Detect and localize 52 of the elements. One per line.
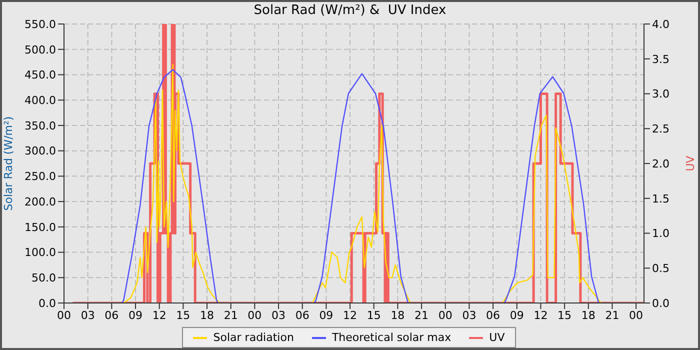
x-tick-label: 12 (343, 308, 358, 322)
y-tick-label: 100.0 (24, 246, 56, 260)
y2-tick-label: 0.5 (652, 262, 670, 276)
x-tick-label: 03 (80, 308, 95, 322)
x-tick-label: 00 (248, 308, 262, 322)
x-tick-label: 03 (272, 308, 286, 322)
x-tick-label: 18 (390, 308, 405, 322)
y-tick-label: 150.0 (24, 220, 56, 234)
x-tick-label: 12 (152, 308, 166, 322)
y2-tick-label: 2.0 (652, 157, 670, 170)
x-tick-label: 00 (57, 308, 71, 322)
x-tick-label: 12 (534, 308, 548, 322)
y-tick-label: 550.0 (24, 18, 56, 31)
y2-tick-label: 2.5 (652, 122, 670, 136)
y-tick-label: 250.0 (24, 170, 56, 184)
y2-tick-label: 0.0 (652, 296, 670, 310)
y2-tick-label: 4.0 (652, 18, 670, 31)
x-tick-label: 06 (486, 308, 500, 322)
x-tick-label: 03 (462, 308, 476, 322)
x-tick-label: 21 (414, 308, 429, 322)
y-tick-label: 200.0 (24, 195, 56, 208)
x-tick-label: 09 (319, 308, 334, 322)
x-tick-label: 06 (104, 308, 119, 322)
x-tick-label: 09 (510, 308, 524, 322)
x-tick-label: 15 (366, 308, 381, 322)
chart-title: Solar Rad (W/m²) & UV Index (252, 2, 448, 18)
y-tick-label: 0.0 (38, 296, 56, 310)
y2-tick-label: 3.0 (652, 88, 670, 101)
legend-label: Theoretical solar max (330, 331, 452, 344)
y-tick-label: 400.0 (24, 94, 56, 107)
x-tick-label: 15 (176, 308, 190, 322)
y2-tick-label: 3.5 (652, 52, 670, 66)
x-tick-label: 00 (438, 308, 452, 322)
y-axis-title: Solar Rad (W/m²) (2, 116, 15, 211)
y-tick-label: 500.0 (24, 43, 56, 56)
x-tick-label: 21 (605, 308, 620, 322)
y2-tick-label: 1.5 (652, 192, 670, 206)
x-tick-label: 18 (581, 308, 596, 322)
x-tick-label: 09 (128, 308, 143, 322)
x-tick-label: 21 (224, 308, 238, 322)
y-tick-label: 350.0 (24, 119, 56, 132)
x-tick-label: 15 (558, 308, 572, 322)
x-tick-label: 18 (200, 308, 214, 322)
y2-tick-label: 1.0 (652, 227, 670, 240)
legend-label: UV (488, 331, 505, 344)
y2-axis-title: UV (684, 155, 697, 172)
y-tick-label: 50.0 (32, 272, 56, 285)
x-tick-label: 06 (295, 308, 310, 322)
legend-label: Solar radiation (212, 331, 294, 344)
x-tick-label: 00 (629, 308, 644, 322)
y-tick-label: 450.0 (24, 68, 56, 82)
y-tick-label: 300.0 (24, 144, 56, 158)
